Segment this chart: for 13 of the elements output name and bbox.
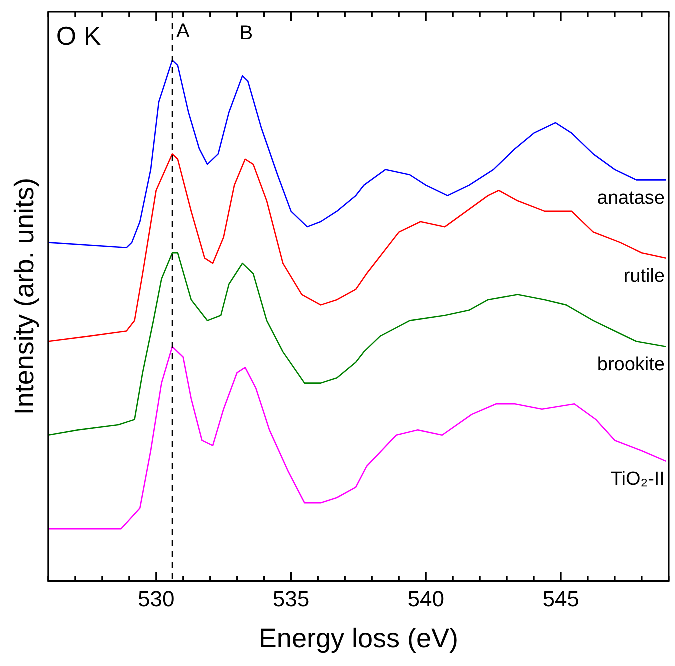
x-tick-label: 535 xyxy=(272,586,310,612)
series-label: rutile xyxy=(624,266,665,288)
series-label: anatase xyxy=(597,188,665,209)
y-axis-title: Intensity (arb. units) xyxy=(10,178,40,416)
x-tick-label: 540 xyxy=(408,586,445,612)
ref-line-label: A xyxy=(176,20,191,43)
text: B xyxy=(240,22,254,45)
x-axis-title: Energy loss (eV) xyxy=(258,623,458,654)
x-tick-label: 545 xyxy=(542,586,580,612)
series-label: TiO₂-II xyxy=(610,469,665,490)
series-label: brookite xyxy=(597,354,665,376)
x-tick-label: 530 xyxy=(138,586,175,612)
text: O K xyxy=(56,21,102,52)
